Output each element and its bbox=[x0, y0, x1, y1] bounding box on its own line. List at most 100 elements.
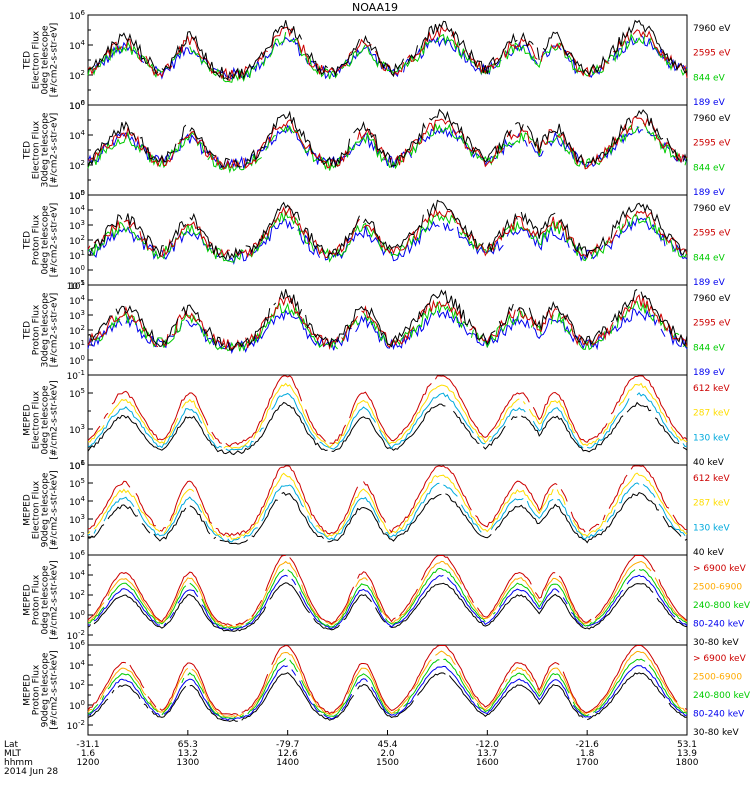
panel-frame bbox=[87, 194, 688, 286]
y-axis-label: TEDElectron Flux0deg telescope[#/cm2-s-s… bbox=[23, 23, 60, 98]
y-axis-label: MEPEDProton Flux90deg telescope[#/cm2-s-… bbox=[23, 650, 60, 729]
y-tick-label: 102 bbox=[69, 531, 85, 544]
legend-entry: 189 eV bbox=[693, 368, 726, 378]
time-row-value: 65.3 bbox=[178, 740, 198, 750]
series-5 bbox=[87, 672, 688, 722]
time-row-label: Lat bbox=[4, 740, 19, 750]
time-axis: Lat -31.1 65.3 -79.7 45.4 -12.0 -21.6 53.1 MLT 1.… bbox=[4, 730, 699, 777]
y-tick-label: 102 bbox=[69, 589, 85, 602]
y-tick-label: 104 bbox=[69, 294, 85, 307]
series-1 bbox=[87, 644, 688, 716]
y-tick-label: 104 bbox=[69, 129, 85, 142]
y-axis-label: MEPEDElectron Flux0deg telescope[#/cm2-s… bbox=[23, 380, 60, 459]
panel-frame bbox=[87, 284, 688, 376]
panel-frame bbox=[87, 374, 688, 466]
legend-entry: 80-240 keV bbox=[693, 710, 745, 720]
y-tick-label: 102 bbox=[69, 159, 85, 172]
y-tick-label: 102 bbox=[69, 69, 85, 82]
legend-entry: 7960 eV bbox=[693, 24, 731, 34]
panel-2: 100 102 104 106 TEDElectron Flux30deg telesc… bbox=[23, 99, 732, 202]
series-2 bbox=[87, 382, 688, 449]
time-row-value: -21.6 bbox=[576, 740, 600, 750]
legend-entry: 844 eV bbox=[693, 73, 726, 83]
legend-entry: 2595 eV bbox=[693, 49, 731, 59]
series-2 bbox=[87, 650, 688, 718]
legend-entry: 2500-6900 bbox=[693, 673, 742, 683]
y-tick-label: 105 bbox=[69, 189, 85, 202]
series-1 bbox=[87, 19, 688, 81]
y-tick-label: 100 bbox=[69, 354, 85, 367]
series-3 bbox=[87, 482, 686, 543]
time-row-value: 1500 bbox=[376, 758, 399, 768]
legend-entry: 189 eV bbox=[693, 188, 726, 198]
legend-entry: 2595 eV bbox=[693, 139, 731, 149]
legend-entry: 844 eV bbox=[693, 163, 726, 173]
time-row-value: 53.1 bbox=[677, 740, 697, 750]
legend-entry: 240-800 keV bbox=[693, 601, 750, 611]
time-row-value: 13.2 bbox=[178, 749, 198, 759]
y-axis-label: MEPEDElectron Flux90deg telescope[#/cm2-… bbox=[23, 470, 60, 549]
legend-entry: 2500-6900 bbox=[693, 583, 742, 593]
series-4 bbox=[87, 401, 688, 456]
y-tick-label: 102 bbox=[69, 324, 85, 337]
time-row-value: 1300 bbox=[176, 758, 199, 768]
legend-entry: 287 keV bbox=[693, 409, 730, 419]
y-tick-label: 10-1 bbox=[67, 279, 85, 292]
time-row-value: -79.7 bbox=[276, 740, 299, 750]
legend-entry: 2595 eV bbox=[693, 319, 731, 329]
y-tick-label: 100 bbox=[69, 609, 85, 622]
time-row-value: 1700 bbox=[576, 758, 599, 768]
series-4 bbox=[88, 665, 688, 721]
y-tick-label: 101 bbox=[69, 249, 85, 262]
legend-entry: 2595 eV bbox=[693, 229, 731, 239]
legend-entry: 130 keV bbox=[693, 433, 730, 443]
y-tick-label: 105 bbox=[69, 279, 85, 292]
panel-8: 10-2 100 102 104 106 MEPEDProton Flux90deg te… bbox=[23, 639, 750, 738]
panel-frame bbox=[87, 464, 688, 556]
legend-entry: 80-240 keV bbox=[693, 620, 745, 630]
y-tick-label: 106 bbox=[69, 549, 85, 562]
legend-entry: 844 eV bbox=[693, 343, 726, 353]
y-tick-label: 104 bbox=[69, 495, 85, 508]
panel-5: 101 103 105 MEPEDElectron Flux0deg telescop… bbox=[23, 374, 730, 472]
time-row-value: -31.1 bbox=[76, 740, 99, 750]
time-row-value: 1800 bbox=[676, 758, 699, 768]
y-tick-label: 101 bbox=[69, 459, 85, 472]
y-tick-label: 106 bbox=[69, 99, 85, 112]
y-tick-label: 10-2 bbox=[67, 719, 85, 732]
legend-entry: > 6900 keV bbox=[693, 564, 747, 574]
panel-6: 102 103 104 105 106 MEPEDElectron Flux90deg t… bbox=[23, 459, 731, 558]
legend-entry: 30-80 keV bbox=[693, 638, 739, 648]
time-row-value: 1.8 bbox=[580, 749, 595, 759]
legend-entry: 7960 eV bbox=[693, 294, 731, 304]
y-tick-label: 105 bbox=[69, 477, 85, 490]
time-row-label: hhmm bbox=[4, 758, 33, 768]
time-row-value: 12.6 bbox=[278, 749, 298, 759]
y-axis-label: MEPEDProton Flux0deg telescope[#/cm2-s-s… bbox=[23, 560, 60, 639]
y-tick-label: 106 bbox=[69, 9, 85, 22]
series-1 bbox=[87, 555, 688, 626]
y-tick-label: 100 bbox=[69, 699, 85, 712]
series-3 bbox=[87, 658, 688, 719]
legend-entry: 130 keV bbox=[693, 523, 730, 533]
y-axis-label: TEDProton Flux0deg telescope[#/cm2-s-str… bbox=[23, 203, 60, 278]
time-row-value: 1400 bbox=[276, 758, 299, 768]
series-3 bbox=[87, 567, 688, 629]
series-3 bbox=[87, 210, 688, 263]
y-tick-label: 102 bbox=[69, 679, 85, 692]
y-tick-label: 10-2 bbox=[67, 629, 85, 642]
legend-entry: 612 keV bbox=[693, 474, 730, 484]
time-row-value: 1600 bbox=[476, 758, 499, 768]
legend-entry: 30-80 keV bbox=[693, 728, 739, 738]
panel-1: 100 102 104 106 TEDElectron Flux0deg telesco… bbox=[23, 9, 732, 112]
time-row-value: 1.6 bbox=[81, 749, 96, 759]
y-tick-label: 106 bbox=[69, 639, 85, 652]
legend-entry: 40 keV bbox=[693, 458, 725, 468]
series-1 bbox=[87, 375, 688, 447]
series-2 bbox=[87, 560, 688, 628]
time-row-value: 45.4 bbox=[377, 740, 397, 750]
series-2 bbox=[87, 472, 688, 540]
series-4 bbox=[87, 491, 688, 545]
y-tick-label: 104 bbox=[69, 204, 85, 217]
y-tick-label: 106 bbox=[69, 459, 85, 472]
